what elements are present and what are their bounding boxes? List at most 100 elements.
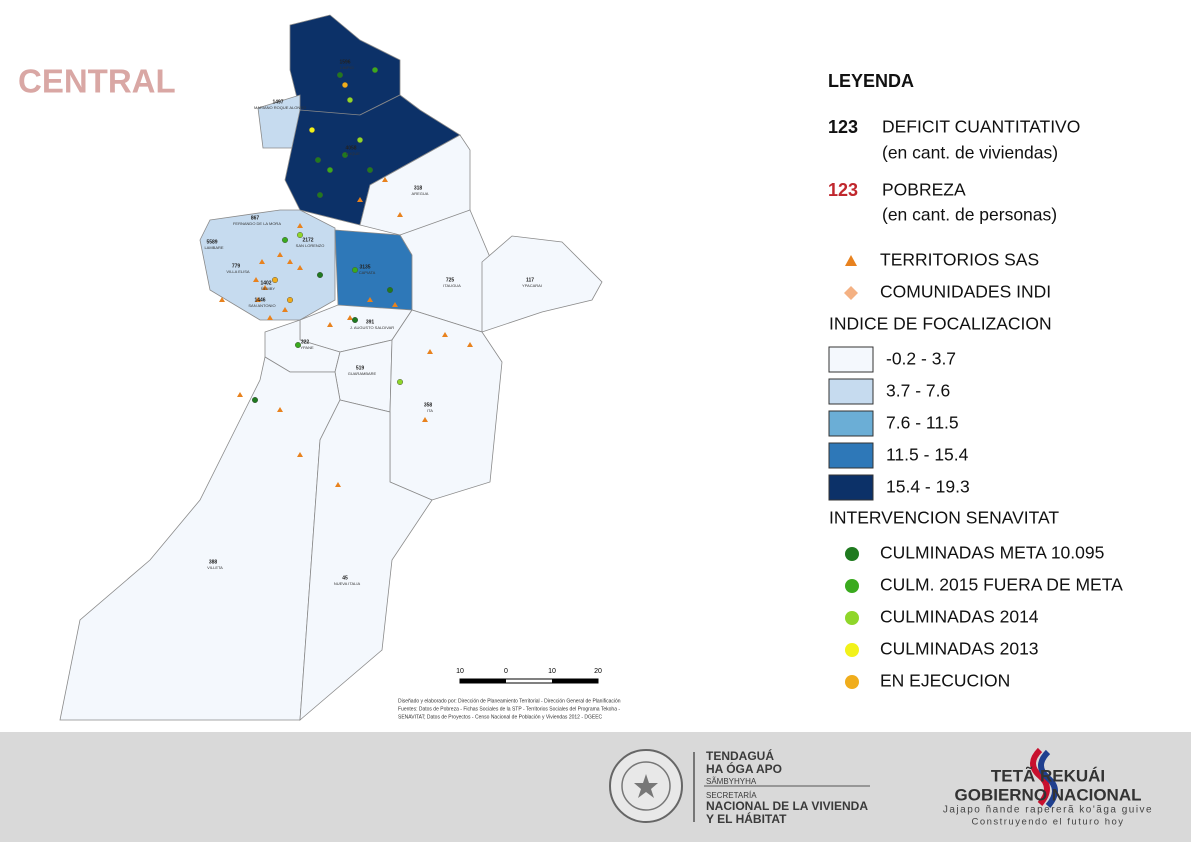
district-value: 117: [526, 277, 534, 283]
seal: [609, 749, 683, 823]
district-name: ÑEMBY: [261, 286, 276, 291]
senavitat-marker: [297, 231, 304, 238]
legend-swatch: [828, 410, 874, 437]
sas-marker: [427, 349, 433, 354]
deficit-label: DEFICIT CUANTITATIVO: [882, 117, 1080, 137]
government-name: Jajapo ñande rapererã ko'ãga guive: [943, 805, 1153, 816]
district-name: NUEVA ITALIA: [334, 581, 361, 586]
government-name: GOBIERNO NACIONAL: [955, 785, 1142, 804]
senavitat-marker: [251, 397, 258, 404]
senavitat-marker: [317, 272, 324, 279]
footer-band: [0, 732, 1191, 842]
deficit-sample: 123: [828, 117, 858, 137]
pobreza-sublabel: (en cant. de personas): [882, 205, 1057, 225]
gov-flag: [1030, 747, 1058, 808]
district-area: [481, 235, 603, 333]
sas-marker: [237, 392, 243, 397]
district-name: J. AUGUSTO SALDIVAR: [350, 325, 394, 330]
senavitat-marker: [367, 166, 374, 173]
legend-swatch: [845, 579, 859, 593]
district-name: LAMBARE: [204, 245, 223, 250]
district-name: CAPIATA: [359, 270, 376, 275]
scale-label: 10: [456, 668, 464, 675]
page-title: CENTRAL: [18, 63, 176, 100]
district-name: GUARAMBARE: [348, 371, 377, 376]
scale-label: 0: [504, 668, 508, 675]
sas-marker: [277, 407, 283, 412]
legend-label: 7.6 - 11.5: [886, 413, 959, 433]
district-value: 725: [446, 277, 455, 283]
district-name: FERNANDO DE LA MORA: [233, 221, 281, 226]
district-value: 322: [301, 339, 310, 345]
legend-section-heading: INTERVENCION SENAVITAT: [829, 508, 1059, 528]
sas-marker: [267, 315, 273, 320]
district-value: 5589: [206, 239, 217, 245]
senavitat-marker: [372, 66, 379, 73]
district-value: 1596: [339, 59, 350, 65]
scale-label: 20: [594, 668, 602, 675]
legend-label: 3.7 - 7.6: [886, 381, 950, 401]
district-name: LIMPIO: [340, 65, 354, 70]
sas-marker: [367, 297, 373, 302]
sas-marker: [382, 177, 388, 182]
district-area: [299, 399, 433, 721]
district-value: 2172: [302, 237, 313, 243]
legend-swatch: [845, 611, 859, 625]
seal-inner: [621, 761, 671, 811]
map-credits: SENAVITAT; Datos de Proyectos - Censo Na…: [398, 714, 603, 720]
ministry-name: SÃMBYHYHA: [706, 777, 757, 786]
legend-label: TERRITORIOS SAS: [880, 250, 1039, 270]
senavitat-marker: [272, 277, 279, 284]
district-name: SAN ANTONIO: [248, 303, 275, 308]
district-area: [59, 356, 341, 721]
sas-marker: [287, 259, 293, 264]
sas-marker: [253, 277, 259, 282]
district-name: VILLA ELISA: [226, 269, 249, 274]
flag-stripe: [1030, 747, 1050, 806]
district-name: AREGUA: [412, 191, 429, 196]
senavitat-marker: [282, 236, 289, 243]
ministry-name: HA ÓGA APO: [706, 761, 782, 776]
district-name: SAN LORENZO: [296, 243, 325, 248]
senavitat-marker: [295, 342, 302, 349]
legend-label: CULMINADAS 2014: [880, 607, 1039, 627]
senavitat-marker: [347, 96, 354, 103]
sas-marker: [282, 307, 288, 312]
district-value: 867: [251, 215, 260, 221]
map-credits: Diseñado y elaborado por: Dirección de P…: [398, 698, 621, 704]
senavitat-marker: [287, 297, 294, 304]
district-name: ITA: [427, 408, 433, 413]
ministry-name: SECRETARÍA: [706, 791, 757, 800]
sas-marker: [262, 285, 268, 290]
senavitat-marker: [342, 151, 349, 158]
legend-symbol: [844, 286, 858, 300]
district-value: 519: [356, 365, 365, 371]
legend-label: CULMINADAS 2013: [880, 639, 1039, 659]
legend-swatch: [845, 675, 859, 689]
senavitat-marker: [337, 71, 344, 78]
sas-marker: [277, 252, 283, 257]
district-name: YPANE: [300, 345, 314, 350]
district-name: YPACARAI: [522, 283, 542, 288]
district-value: 3135: [359, 264, 370, 270]
senavitat-marker: [317, 191, 324, 198]
legend-label: CULM. 2015 FUERA DE META: [880, 575, 1123, 595]
district-value: 318: [414, 185, 423, 191]
sas-marker: [347, 315, 353, 320]
district-value: 45: [342, 575, 348, 581]
sas-marker: [255, 297, 261, 302]
legend-label: EN EJECUCION: [880, 671, 1010, 691]
ministry-name: Y EL HÁBITAT: [706, 811, 787, 826]
sas-marker: [259, 259, 265, 264]
senavitat-marker: [387, 287, 394, 294]
legend-section-heading: INDICE DE FOCALIZACION: [829, 314, 1052, 334]
flag-stripe: [1038, 749, 1058, 808]
legend-symbol: [845, 255, 857, 266]
pobreza-label: POBREZA: [882, 180, 966, 200]
district-name: VILLETA: [207, 565, 223, 570]
sas-marker: [335, 482, 341, 487]
deficit-sublabel: (en cant. de viviendas): [882, 143, 1058, 163]
legend-swatch: [828, 378, 874, 405]
map-credits: Fuentes: Datos de Pobreza - Fichas Socia…: [398, 706, 620, 712]
